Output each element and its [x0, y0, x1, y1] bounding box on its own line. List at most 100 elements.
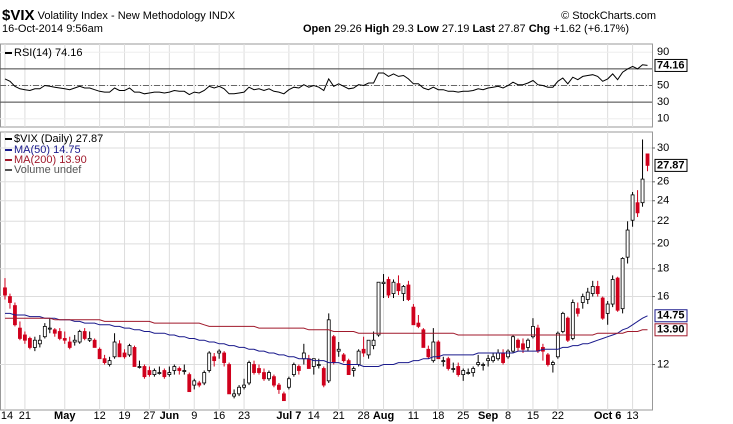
candle-body — [172, 366, 177, 371]
candle-body — [536, 327, 540, 352]
candle-body — [481, 364, 486, 366]
x-tick-label: 22 — [552, 410, 564, 422]
candle-body — [376, 281, 381, 336]
candle-body — [426, 348, 431, 358]
candle-body — [471, 368, 476, 373]
copyright: © StockCharts.com — [561, 10, 656, 22]
candle-body — [486, 358, 491, 362]
candle-body — [107, 360, 112, 365]
candle-body — [67, 341, 72, 348]
timestamp: 16-Oct-2014 9:56am — [2, 23, 103, 35]
candle-body — [227, 364, 232, 395]
candle-body — [451, 368, 456, 370]
candle-body — [326, 319, 331, 382]
candle-body — [615, 277, 620, 311]
candle-body — [446, 358, 451, 369]
legend-text: 14.75 — [53, 144, 81, 156]
candle-body — [147, 370, 152, 375]
x-tick-label: 19 — [118, 410, 130, 422]
rsi-tick-label: 50 — [657, 79, 669, 91]
candle-body — [237, 386, 241, 395]
y-tick-label: 24 — [657, 195, 669, 207]
x-tick-label: 11 — [408, 410, 419, 422]
moving-average — [5, 317, 648, 336]
candle-body — [137, 366, 142, 368]
candle-body — [311, 358, 316, 367]
y-tick-label: 12 — [657, 358, 669, 370]
candle-body — [550, 362, 555, 365]
candle-body — [262, 372, 266, 380]
x-tick-label: 25 — [457, 410, 469, 422]
legend-entry: Volume undef — [14, 164, 82, 176]
x-tick-label: Jul 7 — [276, 410, 301, 422]
candle-body — [47, 327, 52, 330]
quote-label: High — [365, 23, 390, 35]
candle-body — [570, 302, 575, 339]
x-tick-label: May — [54, 410, 76, 422]
legend-swatch — [5, 138, 12, 140]
candle-body — [37, 339, 42, 345]
candle-body — [341, 354, 346, 362]
candle-body — [197, 382, 202, 386]
quote-label: Last — [472, 23, 495, 35]
candle-body — [595, 286, 600, 295]
x-tick-label: 9 — [191, 410, 197, 422]
legend-text: RSI(14) — [14, 47, 52, 59]
ma-last-value-box — [654, 309, 688, 323]
candle-body — [466, 372, 471, 374]
x-tick-label: Jun — [160, 410, 180, 422]
candle-body — [421, 329, 426, 348]
legend-text: 74.16 — [55, 47, 83, 59]
rsi-tick-label: 30 — [657, 96, 669, 108]
rsi-last-value: 74.16 — [657, 59, 685, 71]
quote-value: 27.19 — [442, 23, 470, 35]
x-tick-label: 16 — [213, 410, 225, 422]
candle-body — [18, 327, 22, 339]
x-tick-label: 28 — [357, 410, 369, 422]
rsi-last-value-box — [654, 58, 688, 72]
candle-body — [217, 350, 222, 354]
candle-body — [456, 366, 461, 375]
candle-body — [640, 178, 645, 204]
candle-body — [590, 286, 595, 295]
candle-body — [531, 326, 535, 338]
candle-body — [356, 350, 361, 365]
ma-last-value: 13.90 — [657, 324, 685, 336]
candle-body — [132, 347, 137, 367]
candle-body — [92, 339, 97, 348]
candle-body — [411, 306, 416, 326]
moving-average — [5, 312, 648, 367]
last-price: 27.87 — [657, 159, 685, 171]
candle-body — [610, 279, 615, 305]
legend-text: MA(200) — [14, 154, 56, 166]
candle-body — [97, 348, 102, 360]
candle-body — [575, 308, 580, 314]
candle-body — [112, 341, 117, 358]
candle-body — [282, 393, 286, 402]
candle-body — [476, 362, 481, 365]
y-tick-label: 16 — [657, 290, 669, 302]
legend-swatch — [5, 169, 12, 171]
legend-text: 13.90 — [59, 154, 87, 166]
legend-swatch — [5, 149, 12, 151]
x-tick-label: 21 — [333, 410, 345, 422]
candle-body — [82, 331, 87, 339]
x-tick-label: 15 — [527, 410, 539, 422]
candle-body — [386, 279, 391, 296]
x-tick-label: 14 — [308, 410, 320, 422]
candle-body — [580, 296, 585, 303]
x-tick-label: 13 — [626, 410, 638, 422]
candle-body — [162, 370, 167, 378]
candle-body — [346, 360, 351, 375]
x-tick-label: 21 — [19, 410, 31, 422]
candle-body — [491, 356, 496, 362]
candle-body — [506, 350, 510, 358]
candle-body — [301, 352, 306, 360]
legend-text: 27.87 — [76, 133, 104, 145]
rsi-tick-label: 90 — [657, 46, 669, 58]
candle-body — [192, 380, 197, 386]
legend-entry: MA(200) 13.90 — [14, 154, 87, 166]
candle-body — [625, 229, 630, 258]
y-tick-label: 22 — [657, 215, 669, 227]
candle-body — [351, 368, 356, 371]
